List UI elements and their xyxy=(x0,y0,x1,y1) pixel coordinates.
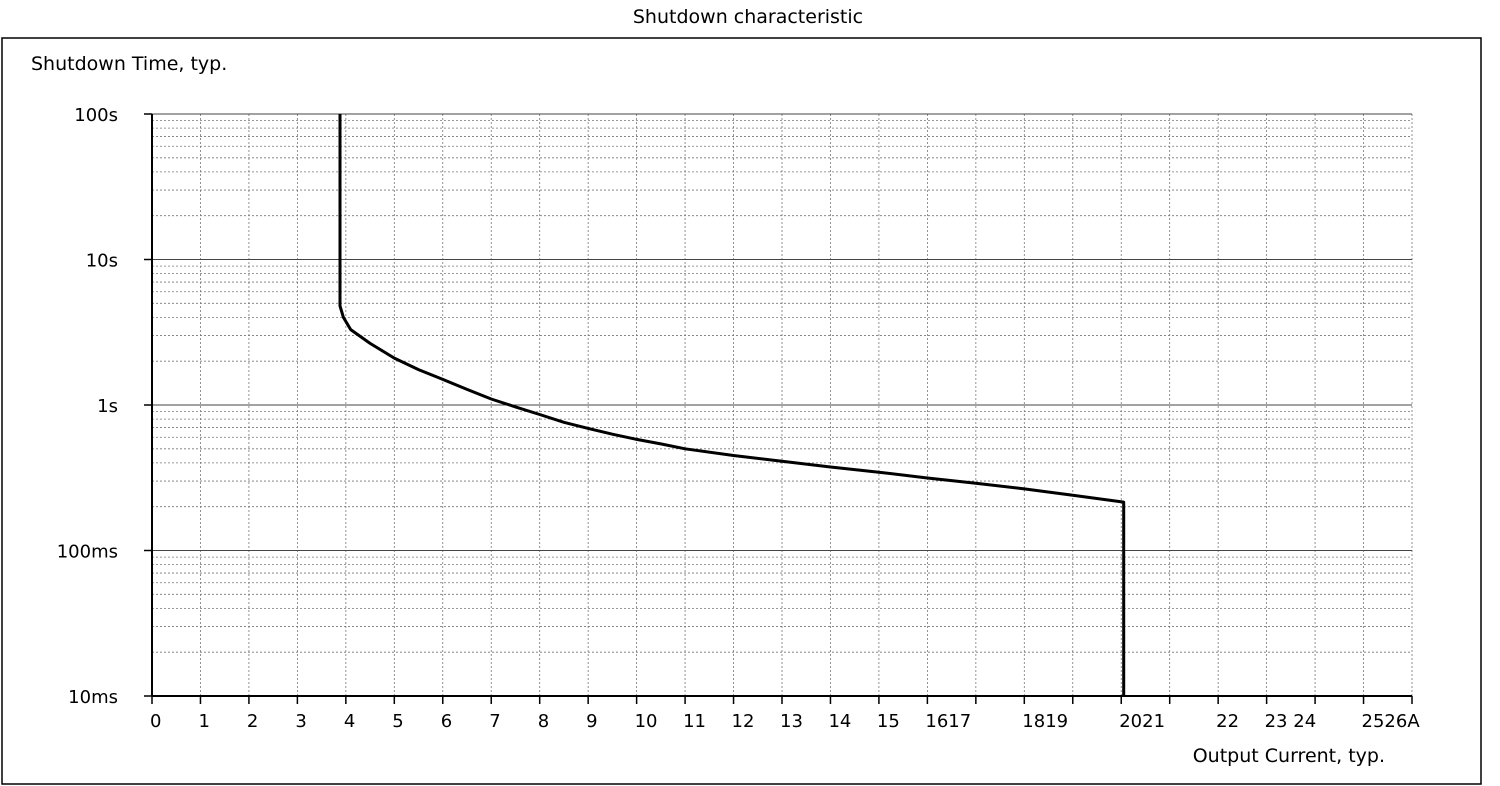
x-tick-label: 22 xyxy=(1216,711,1239,732)
y-axis-label: Shutdown Time, typ. xyxy=(31,53,227,75)
x-tick-label: 2021 xyxy=(1119,711,1165,732)
x-tick-label: 7 xyxy=(489,711,500,732)
x-tick-label: 6 xyxy=(441,711,452,732)
x-tick-label: 13 xyxy=(780,711,803,732)
x-tick-label: 23 24 xyxy=(1265,711,1317,732)
y-tick-label: 10s xyxy=(86,251,118,272)
y-tick-label: 100s xyxy=(74,105,118,126)
x-tick-label: 10 xyxy=(635,711,658,732)
shutdown-curve xyxy=(338,114,1126,696)
x-tick-label: 2 xyxy=(247,711,258,732)
x-tick-label: 4 xyxy=(344,711,355,732)
x-tick-label: 15 xyxy=(877,711,900,732)
x-tick-label: 11 xyxy=(683,711,706,732)
y-tick-label: 1s xyxy=(97,396,118,417)
axes xyxy=(144,113,1413,704)
x-tick-label: 9 xyxy=(586,711,597,732)
grid xyxy=(152,113,1413,696)
y-tick-label: 10ms xyxy=(68,687,118,708)
chart-frame xyxy=(1,37,1482,785)
x-tick-label: 1819 xyxy=(1022,711,1068,732)
x-tick-label: 5 xyxy=(392,711,403,732)
x-axis-label: Output Current, typ. xyxy=(1193,745,1385,767)
x-tick-label: 0 xyxy=(150,711,161,732)
y-tick-label: 100ms xyxy=(57,542,118,563)
x-tick-label: 1 xyxy=(198,711,209,732)
x-tick-label: 12 xyxy=(732,711,755,732)
x-tick-label: 14 xyxy=(828,711,851,732)
x-tick-label: 2526A xyxy=(1362,711,1421,732)
x-tick-label: 1617 xyxy=(925,711,971,732)
chart-title: Shutdown characteristic xyxy=(633,6,863,28)
tick-labels: 0 1 2 3 4 5 6 7 8 9 10 11 12 13 14 15 1617 1819 2021 22 23 2… xyxy=(57,105,1421,732)
x-tick-label: 8 xyxy=(538,711,549,732)
series-layer xyxy=(338,114,1126,696)
x-tick-label: 3 xyxy=(295,711,306,732)
